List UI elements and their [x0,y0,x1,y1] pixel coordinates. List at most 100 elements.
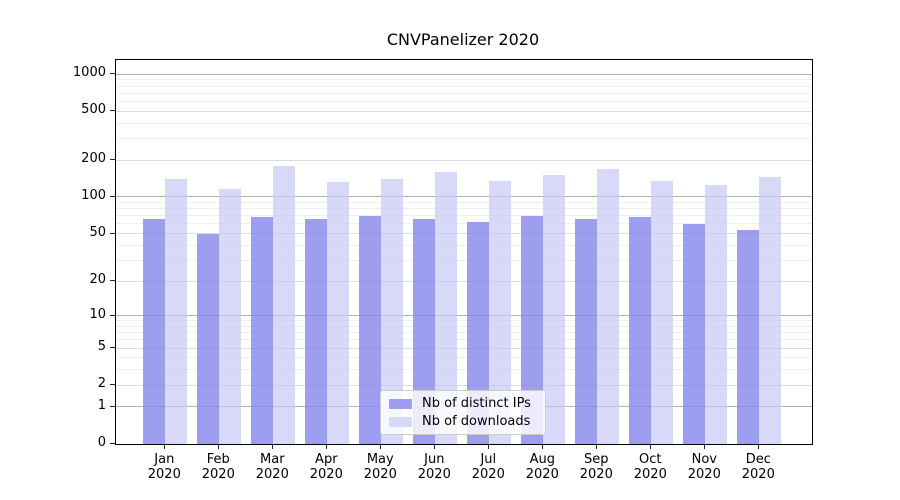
y-tick-label-20: 20 [89,272,106,288]
gridline-80 [116,208,812,210]
bar-ips-mar [251,217,274,444]
bar-ips-apr [305,218,328,444]
legend: Nb of distinct IPs Nb of downloads [380,390,546,435]
gridline-20 [116,280,812,282]
bar-ips-jan [143,218,166,444]
plot-area [115,59,813,445]
gridline-3 [116,369,812,371]
x-tick-label-sep: Sep 2020 [579,452,613,482]
gridline-9 [116,320,812,322]
gridline-500 [116,110,812,112]
bar-downloads-jul [489,181,512,444]
gridline-900 [116,79,812,81]
x-tick-dec [758,444,760,449]
y-tick-2 [110,384,115,386]
x-tick-label-oct: Oct 2020 [633,452,667,482]
bar-ips-feb [197,233,220,444]
x-tick-label-may: May 2020 [363,452,397,482]
gridline-7 [116,332,812,334]
bar-downloads-oct [651,180,674,444]
gridline-8 [116,325,812,327]
gridline-60 [116,223,812,225]
x-tick-label-apr: Apr 2020 [309,452,343,482]
gridline-50 [116,233,812,235]
y-tick-1000 [110,73,115,75]
legend-label-downloads: Nb of downloads [422,414,531,429]
y-tick-500 [110,110,115,112]
x-tick-jul [488,444,490,449]
x-tick-label-dec: Dec 2020 [741,452,775,482]
x-tick-mar [272,444,274,449]
y-tick-50 [110,232,115,234]
bar-ips-sep [575,218,598,444]
gridline-5 [116,347,812,349]
gridline-200 [116,159,812,161]
bar-downloads-may [381,178,404,444]
x-tick-oct [650,444,652,449]
y-tick-100 [110,195,115,197]
bar-downloads-feb [219,188,242,444]
gridline-4 [116,357,812,359]
gridline-600 [116,101,812,103]
gridline-30 [116,259,812,261]
x-tick-may [380,444,382,449]
x-tick-jun [434,444,436,449]
y-tick-label-50: 50 [89,224,106,240]
y-tick-label-10: 10 [89,306,106,322]
y-tick-label-1000: 1000 [72,65,106,81]
bar-downloads-sep [597,168,620,444]
gridline-1000 [116,73,812,75]
gridline-90 [116,202,812,204]
legend-item-downloads: Nb of downloads [389,414,537,429]
bar-ips-dec [737,229,760,444]
x-tick-label-jun: Jun 2020 [417,452,451,482]
gridline-10 [116,315,812,317]
bar-downloads-aug [543,175,566,444]
y-tick-200 [110,159,115,161]
x-tick-label-aug: Aug 2020 [525,452,559,482]
bar-ips-oct [629,217,652,444]
y-tick-label-1: 1 [97,397,106,413]
y-tick-label-200: 200 [81,151,106,167]
y-tick-10 [110,314,115,316]
gridline-6 [116,339,812,341]
legend-item-distinct-ips: Nb of distinct IPs [389,396,537,411]
y-tick-label-500: 500 [81,102,106,118]
legend-label-distinct-ips: Nb of distinct IPs [422,396,531,411]
y-tick-20 [110,280,115,282]
bar-downloads-mar [273,165,296,444]
bar-ips-jul [467,222,490,444]
chart-title: CNVPanelizer 2020 [386,30,540,49]
gridline-400 [116,122,812,124]
bar-ips-aug [521,215,544,444]
y-tick-label-2: 2 [97,376,106,392]
x-tick-apr [326,444,328,449]
gridline-800 [116,85,812,87]
bar-downloads-apr [327,181,350,444]
gridline-100 [116,196,812,198]
x-tick-feb [218,444,220,449]
x-tick-jan [164,444,166,449]
x-tick-aug [542,444,544,449]
legend-swatch-downloads-icon [389,416,412,427]
gridline-70 [116,215,812,217]
y-tick-0 [110,443,115,444]
y-tick-label-5: 5 [97,339,106,355]
x-tick-nov [704,444,706,449]
x-tick-label-jan: Jan 2020 [147,452,181,482]
bar-ips-nov [683,223,706,444]
bar-downloads-dec [759,176,782,444]
bar-downloads-nov [705,185,728,444]
gridline-700 [116,92,812,94]
legend-swatch-distinct-ips-icon [389,398,412,409]
x-tick-label-jul: Jul 2020 [471,452,505,482]
gridline-2 [116,384,812,386]
x-tick-sep [596,444,598,449]
gridline-300 [116,138,812,140]
x-tick-label-feb: Feb 2020 [201,452,235,482]
bar-ips-may [359,215,382,444]
bar-downloads-jan [165,179,188,444]
y-tick-5 [110,347,115,349]
x-tick-label-mar: Mar 2020 [255,452,289,482]
